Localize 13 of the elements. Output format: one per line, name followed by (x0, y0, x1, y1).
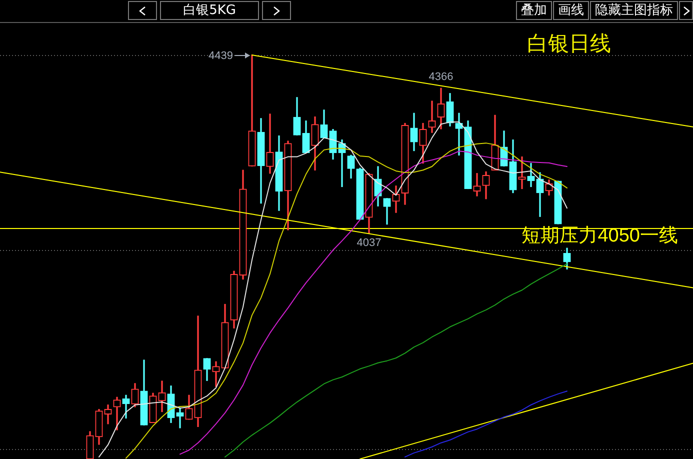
candlestick (455, 112, 463, 156)
candlestick (428, 100, 436, 133)
text: 叠加 (516, 1, 552, 20)
chart-subtitle: 白银5KG (160, 1, 259, 20)
annotation: 4037 (356, 237, 382, 250)
text: 画线 (553, 1, 589, 20)
candlestick (518, 156, 526, 190)
candlestick (266, 114, 274, 174)
candlestick (473, 173, 481, 196)
annotation: 4366 (428, 71, 454, 84)
annotation: 4439 (208, 50, 233, 62)
chart-title: 白银日线 (527, 31, 611, 56)
text: 隐藏主图指标 (590, 1, 678, 20)
